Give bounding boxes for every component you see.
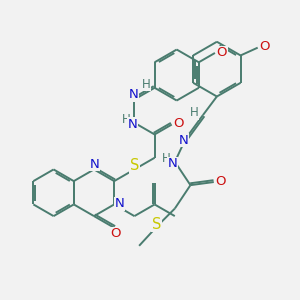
Text: N: N [178,134,188,146]
Text: O: O [110,227,121,241]
Text: O: O [259,40,270,52]
Text: H: H [162,152,170,165]
Text: N: N [167,158,177,170]
Text: N: N [90,158,100,171]
Text: S: S [152,217,161,232]
Text: H: H [142,78,150,91]
Text: H: H [122,113,130,126]
Text: H: H [190,106,199,119]
Text: N: N [128,118,138,131]
Text: S: S [130,158,140,173]
Text: O: O [215,175,226,188]
Text: N: N [129,88,138,101]
Text: N: N [115,197,125,210]
Text: O: O [173,117,184,130]
Text: O: O [217,46,227,59]
